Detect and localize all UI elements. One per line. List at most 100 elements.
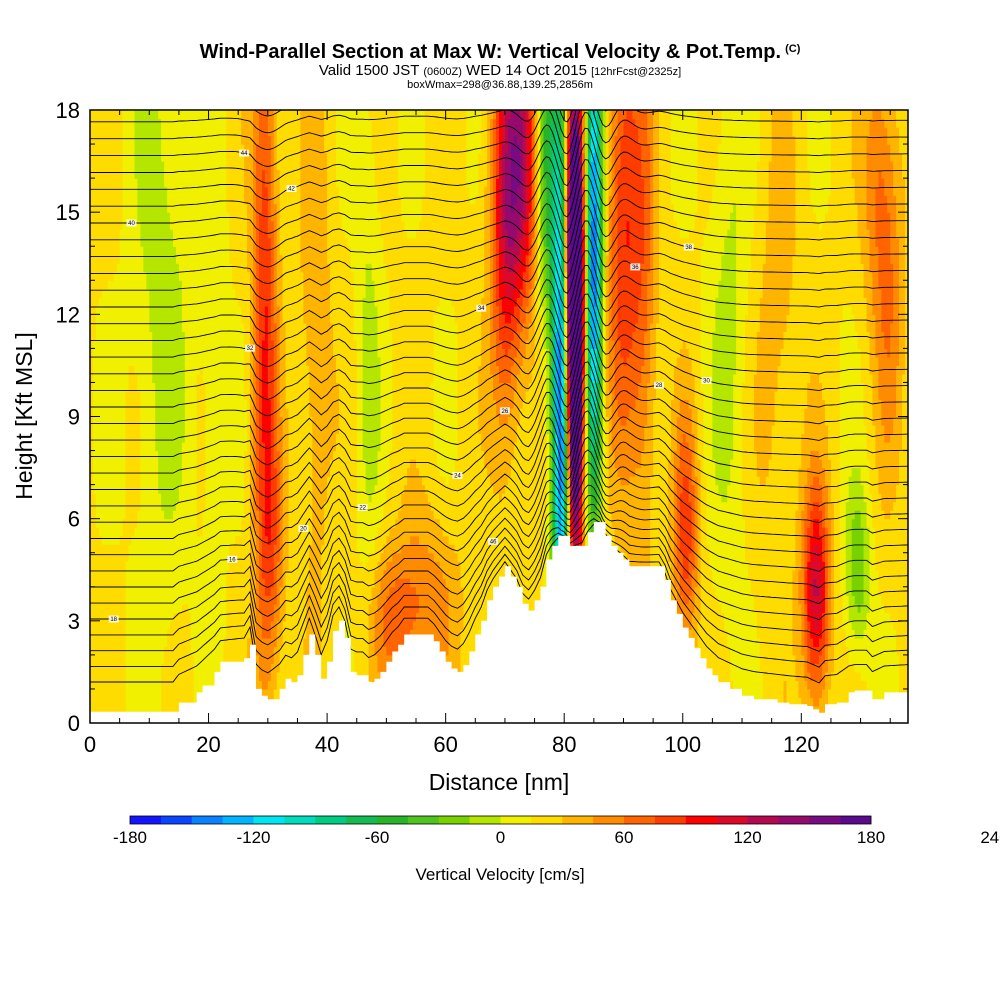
w-cell — [584, 118, 589, 128]
w-cell — [875, 450, 900, 460]
contour-label-bg — [630, 263, 641, 271]
w-cell — [659, 263, 702, 273]
w-cell — [531, 229, 536, 239]
w-cell — [700, 612, 725, 622]
w-cell — [670, 195, 699, 205]
w-cell — [801, 510, 808, 520]
w-cell — [501, 305, 515, 315]
w-cell — [255, 476, 260, 486]
w-cell — [537, 178, 542, 188]
w-cell — [478, 399, 497, 409]
w-cell — [753, 407, 776, 418]
w-cell — [881, 314, 894, 324]
w-cell — [691, 407, 699, 418]
w-cell — [235, 535, 251, 545]
w-cell — [229, 254, 248, 264]
w-cell — [327, 254, 352, 264]
w-cell — [549, 297, 553, 307]
w-cell — [341, 612, 346, 622]
w-cell — [899, 450, 908, 460]
w-cell — [365, 288, 376, 298]
w-cell — [653, 442, 672, 452]
w-cell — [830, 484, 841, 494]
w-cell — [549, 535, 553, 545]
w-cell — [783, 697, 788, 707]
w-cell — [827, 501, 835, 511]
w-cell — [300, 237, 328, 247]
w-cell — [792, 280, 865, 290]
w-cell — [555, 527, 559, 537]
w-cell — [605, 331, 610, 341]
w-cell — [750, 246, 767, 256]
w-cell — [273, 288, 278, 298]
w-cell — [647, 305, 654, 315]
w-cell — [424, 178, 467, 188]
w-cell — [863, 399, 874, 409]
w-cell — [484, 212, 491, 222]
w-cell — [519, 237, 527, 247]
w-cell — [673, 535, 678, 545]
w-cell — [860, 365, 871, 375]
w-cell — [164, 161, 227, 171]
w-cell — [421, 212, 485, 222]
w-cell — [614, 135, 622, 145]
w-cell — [90, 186, 124, 196]
w-cell — [839, 365, 862, 375]
w-cell — [617, 271, 642, 281]
w-cell — [493, 322, 500, 332]
w-cell — [522, 322, 530, 332]
w-cell — [706, 476, 716, 486]
w-cell — [258, 373, 263, 384]
w-cell — [839, 442, 868, 452]
w-cell — [534, 118, 539, 128]
w-cell — [599, 237, 604, 247]
w-cell — [333, 331, 355, 341]
w-cell — [522, 203, 527, 213]
w-cell — [679, 620, 693, 630]
w-cell — [321, 578, 376, 588]
w-cell — [306, 331, 334, 341]
w-cell — [807, 535, 811, 545]
w-cell — [261, 399, 272, 409]
w-cell — [830, 152, 853, 162]
w-cell — [804, 527, 808, 537]
w-cell — [878, 467, 900, 477]
w-cell — [567, 484, 571, 494]
w-cell — [519, 314, 527, 324]
w-cell — [279, 339, 287, 349]
w-cell — [700, 493, 708, 503]
theta-contour — [90, 494, 908, 621]
w-cell — [899, 144, 908, 154]
w-cell — [255, 586, 260, 596]
w-cell — [561, 467, 565, 477]
w-cell — [424, 135, 467, 145]
w-cell — [599, 450, 604, 460]
w-cell — [181, 305, 242, 315]
w-cell — [549, 118, 562, 128]
w-cell — [380, 399, 393, 409]
w-cell — [493, 127, 497, 137]
w-cell — [682, 595, 690, 605]
w-cell — [567, 314, 571, 324]
w-cell — [830, 671, 862, 682]
w-cell — [481, 322, 491, 332]
w-cell — [564, 331, 568, 341]
w-cell — [267, 220, 275, 230]
w-cell — [804, 578, 808, 588]
w-cell — [499, 203, 503, 213]
w-cell — [368, 646, 376, 656]
w-cell — [839, 586, 847, 596]
w-cell — [341, 212, 382, 222]
w-cell — [223, 654, 248, 664]
w-cell — [253, 229, 257, 239]
w-cell — [614, 382, 639, 392]
w-cell — [528, 144, 533, 154]
w-cell — [564, 407, 568, 418]
w-cell — [253, 305, 257, 315]
w-cell — [374, 578, 382, 588]
w-cell — [605, 484, 610, 494]
w-cell — [528, 254, 533, 264]
w-cell — [392, 390, 435, 401]
w-cell — [350, 254, 385, 264]
w-cell — [617, 237, 628, 247]
